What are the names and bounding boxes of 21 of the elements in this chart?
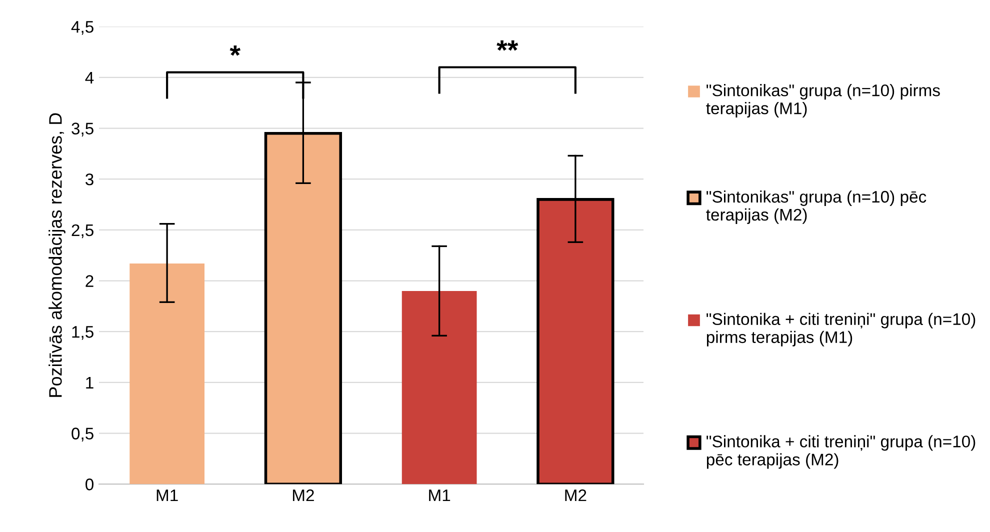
y-tick-label: 1 bbox=[86, 377, 94, 388]
x-tick-label: M1 bbox=[429, 490, 450, 502]
x-tick-label: M2 bbox=[292, 489, 314, 502]
y-tick-label: 0,5 bbox=[72, 428, 94, 442]
legend-label: "Sintonikas" grupa (n=10) pirms terapijas (M1) bbox=[706, 84, 940, 118]
y-tick-label: 4 bbox=[85, 72, 94, 84]
legend-label: "Sintonika + citi treniņi" grupa (n=10) pirms terapijas (M1) bbox=[706, 312, 976, 346]
y-axis-title: Pozitīvās akomodācijas rezerves, D bbox=[48, 113, 66, 397]
y-tick-label: 4,5 bbox=[71, 21, 94, 35]
y-tick-label: 3,5 bbox=[72, 122, 94, 136]
annotation: ** bbox=[496, 40, 518, 51]
x-tick-label: M1 bbox=[156, 490, 178, 502]
legend-label: "Sintonika + citi treniņi" grupa (n=10) pēc terapijas (M2) bbox=[706, 435, 976, 469]
annotation: * bbox=[230, 45, 240, 56]
legend-label: "Sintonikas" grupa (n=10) pēc terapijas (M2) bbox=[706, 190, 926, 224]
y-tick-label: 1,5 bbox=[72, 326, 94, 340]
y-tick-label: 0 bbox=[86, 478, 94, 490]
y-tick-label: 3 bbox=[86, 174, 94, 186]
x-tick-label: M2 bbox=[565, 489, 586, 502]
y-tick-label: 2,5 bbox=[72, 224, 94, 238]
y-tick-label: 2 bbox=[86, 275, 94, 287]
